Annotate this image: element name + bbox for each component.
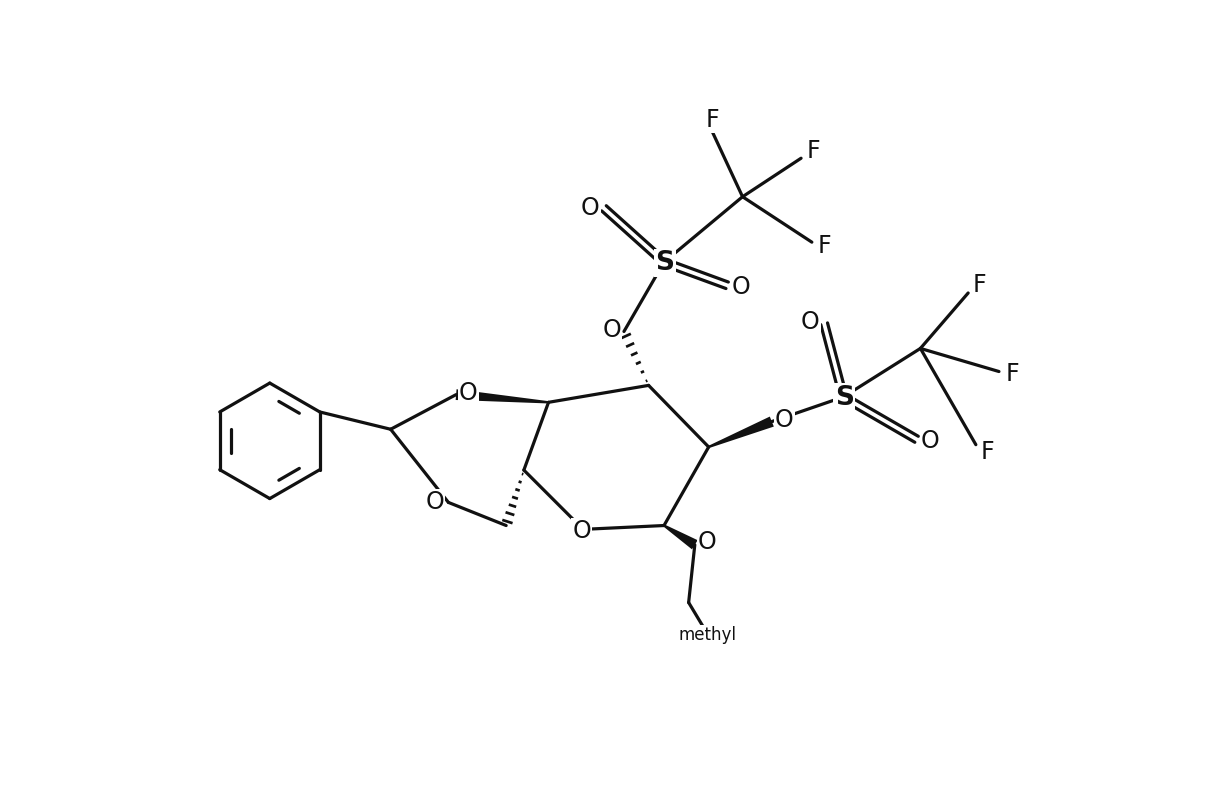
Text: S: S xyxy=(655,250,675,276)
Text: O: O xyxy=(732,275,750,299)
Text: O: O xyxy=(572,519,591,543)
Polygon shape xyxy=(456,389,549,403)
Text: O: O xyxy=(800,310,820,334)
Polygon shape xyxy=(664,524,698,549)
Text: F: F xyxy=(980,440,995,465)
Text: F: F xyxy=(818,234,832,258)
Text: F: F xyxy=(705,108,720,132)
Text: O: O xyxy=(425,490,444,514)
Text: F: F xyxy=(807,138,820,163)
Text: O: O xyxy=(921,429,940,453)
Text: F: F xyxy=(973,274,986,297)
Text: O: O xyxy=(775,408,793,432)
Text: O: O xyxy=(459,381,478,405)
Text: methyl: methyl xyxy=(679,626,737,644)
Text: O: O xyxy=(580,196,600,219)
Text: O: O xyxy=(698,531,716,554)
Text: S: S xyxy=(835,384,854,411)
Polygon shape xyxy=(709,417,774,448)
Text: F: F xyxy=(1006,362,1019,386)
Text: O: O xyxy=(602,318,621,342)
